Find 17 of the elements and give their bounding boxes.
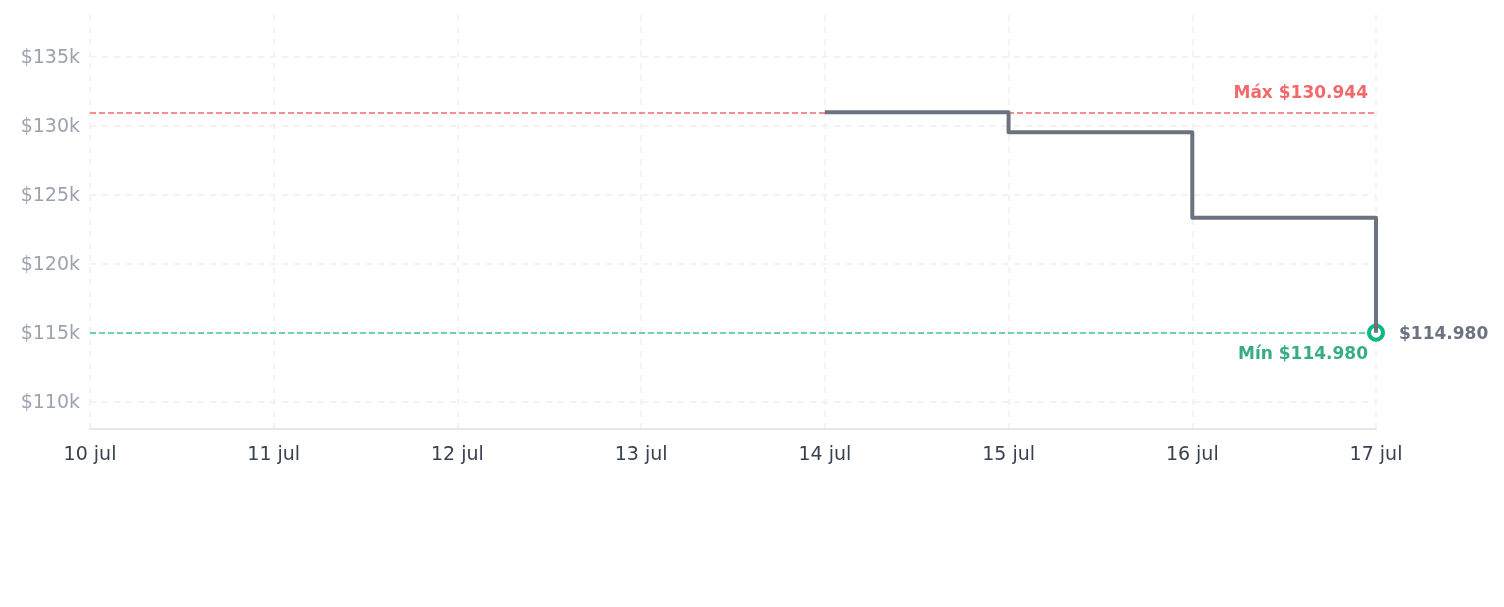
x-tick-label: 11 jul [247, 441, 301, 464]
x-tick-label: 13 jul [614, 441, 668, 464]
x-tick-label: 15 jul [982, 441, 1035, 464]
ref-line-label: Mín $114.980 [1237, 343, 1369, 364]
y-tick-label: $130k [20, 114, 80, 137]
ref-line-label: Máx $130.944 [1233, 81, 1369, 102]
y-tick-label: $125k [20, 183, 80, 206]
y-tick-label: $135k [20, 45, 80, 68]
y-tick-label: $110k [20, 390, 80, 413]
annotation: $114.980 [1399, 322, 1489, 343]
x-tick-label: 12 jul [431, 441, 484, 464]
y-tick-label: $115k [20, 321, 80, 344]
x-tick-label: 14 jul [798, 441, 852, 464]
x-tick-label: 17 jul [1349, 441, 1403, 464]
x-tick-label: 16 jul [1165, 441, 1219, 464]
x-tick-label: 10 jul [63, 441, 117, 464]
y-tick-label: $120k [20, 252, 80, 275]
